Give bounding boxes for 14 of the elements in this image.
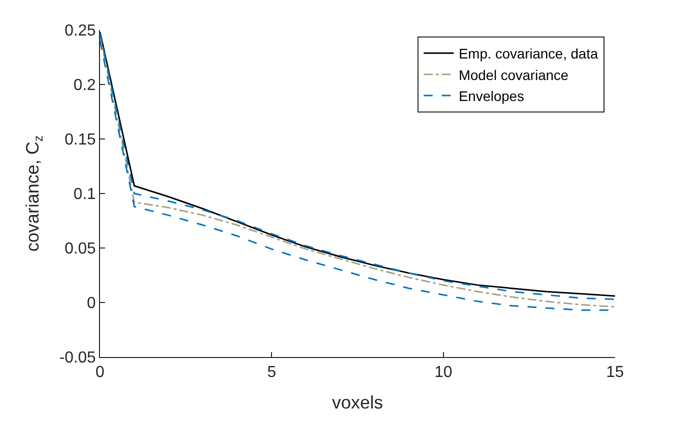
- y-tick-label: 0.05: [64, 240, 96, 258]
- x-tick-label: 10: [434, 364, 452, 382]
- x-tick-label: 15: [606, 364, 624, 382]
- legend-label: Envelopes: [458, 88, 524, 104]
- y-tick-label: 0.15: [64, 132, 96, 149]
- y-tick-label: 0.1: [74, 186, 96, 204]
- x-tick-label: 5: [267, 364, 276, 382]
- y-tick-label: 0.2: [74, 77, 96, 94]
- y-tick-label: 0: [86, 295, 96, 312]
- y-tick-label: -0.05: [59, 350, 96, 367]
- y-tick-label: 0.25: [64, 22, 96, 40]
- x-axis-title: voxels: [332, 392, 384, 412]
- legend-label: Model covariance: [458, 66, 569, 83]
- legend-label: Emp. covariance, data: [458, 46, 598, 62]
